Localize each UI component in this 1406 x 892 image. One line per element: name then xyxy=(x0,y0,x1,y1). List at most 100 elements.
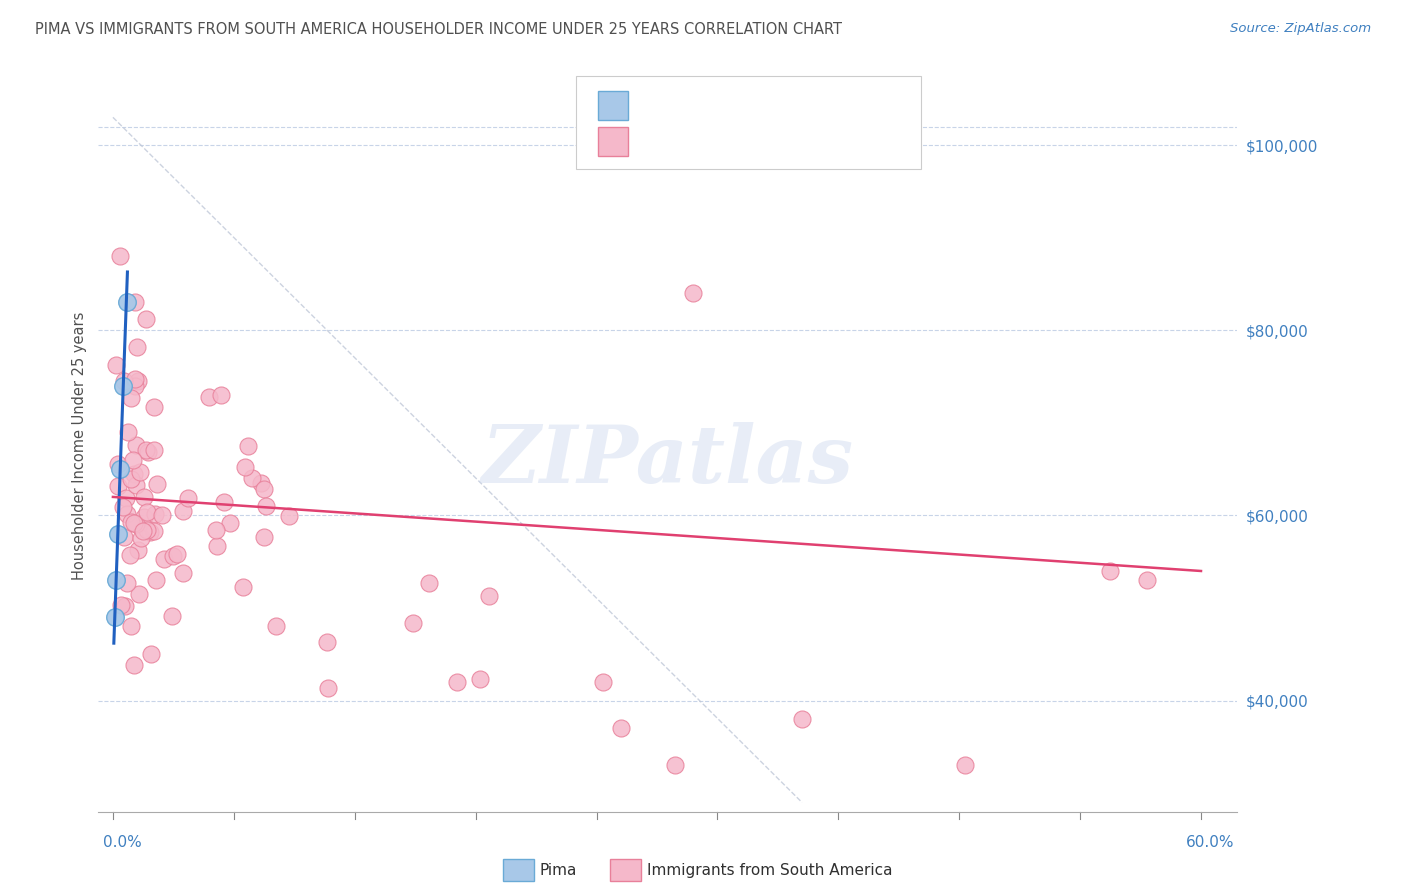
Point xyxy=(107,479,129,493)
Point xyxy=(238,440,260,454)
Point xyxy=(197,391,219,405)
Point xyxy=(120,549,142,563)
Point xyxy=(136,444,159,458)
Point xyxy=(160,609,183,624)
Point xyxy=(143,400,166,414)
Point xyxy=(104,610,127,624)
Point xyxy=(277,508,299,523)
Point xyxy=(143,442,166,457)
Point xyxy=(177,491,200,505)
Point xyxy=(232,580,254,594)
Point xyxy=(316,635,339,649)
Point xyxy=(150,508,173,522)
Text: 60.0%: 60.0% xyxy=(1187,836,1234,850)
Point xyxy=(117,507,139,521)
Point xyxy=(125,340,148,354)
Point xyxy=(104,358,127,372)
Text: PIMA VS IMMIGRANTS FROM SOUTH AMERICA HOUSEHOLDER INCOME UNDER 25 YEARS CORRELAT: PIMA VS IMMIGRANTS FROM SOUTH AMERICA HO… xyxy=(35,22,842,37)
Text: Pima: Pima xyxy=(540,863,578,878)
Point xyxy=(592,675,614,690)
Point xyxy=(219,516,242,530)
Point xyxy=(115,491,138,505)
Point xyxy=(124,372,146,386)
Point xyxy=(111,500,134,515)
Point xyxy=(264,619,287,633)
Point xyxy=(108,462,131,476)
Point xyxy=(143,508,166,522)
Point xyxy=(120,515,142,529)
Text: R =  0.914   N =  6: R = 0.914 N = 6 xyxy=(640,98,785,113)
Point xyxy=(132,524,155,538)
Text: Source: ZipAtlas.com: Source: ZipAtlas.com xyxy=(1230,22,1371,36)
Point xyxy=(127,542,149,557)
Point xyxy=(129,531,152,545)
Point xyxy=(1099,564,1122,578)
Text: Immigrants from South America: Immigrants from South America xyxy=(647,863,893,878)
Point xyxy=(664,758,686,772)
Point xyxy=(111,379,134,393)
Point xyxy=(446,675,468,690)
Point xyxy=(162,549,184,564)
Point xyxy=(955,758,977,772)
Point xyxy=(790,712,813,726)
Point xyxy=(153,551,176,566)
Point xyxy=(114,599,136,613)
Point xyxy=(249,475,271,490)
Point xyxy=(478,589,501,603)
Point xyxy=(135,443,157,458)
Point xyxy=(1136,574,1159,588)
Point xyxy=(115,576,138,591)
Point xyxy=(214,495,236,509)
Point xyxy=(112,530,135,544)
Point xyxy=(107,458,129,472)
Point xyxy=(110,598,132,612)
Point xyxy=(609,722,631,736)
Text: 0.0%: 0.0% xyxy=(103,836,142,850)
Point xyxy=(166,547,188,561)
Point xyxy=(124,658,146,673)
Point xyxy=(122,467,145,482)
Point xyxy=(128,465,150,479)
Point xyxy=(468,672,491,686)
Point xyxy=(682,286,704,301)
Point xyxy=(125,478,148,492)
Point xyxy=(105,574,128,588)
Point xyxy=(115,295,138,310)
Point xyxy=(124,295,146,310)
Point xyxy=(141,648,163,662)
Point xyxy=(121,453,143,467)
Text: R = -0.139   N = 89: R = -0.139 N = 89 xyxy=(640,134,790,149)
Point xyxy=(124,516,146,530)
Point xyxy=(125,516,148,531)
Point xyxy=(120,619,142,633)
Point xyxy=(253,482,276,496)
Point xyxy=(108,249,131,263)
Point xyxy=(138,524,160,539)
Point xyxy=(132,490,155,504)
Point xyxy=(124,438,146,452)
Point xyxy=(418,575,440,590)
Point xyxy=(254,500,277,514)
Point xyxy=(143,524,166,539)
Point xyxy=(120,471,142,485)
Point xyxy=(124,379,146,393)
Point xyxy=(136,523,159,537)
Point xyxy=(253,530,276,544)
Point xyxy=(240,470,263,484)
Point xyxy=(205,524,228,538)
Point xyxy=(134,510,156,524)
Point xyxy=(233,459,256,474)
Point xyxy=(135,312,157,326)
Point xyxy=(146,476,169,491)
Point xyxy=(205,539,228,553)
Point xyxy=(120,391,142,405)
Text: ZIPatlas: ZIPatlas xyxy=(482,422,853,500)
Point xyxy=(107,527,129,541)
Point xyxy=(112,374,135,388)
Point xyxy=(318,681,340,695)
Point xyxy=(209,388,232,402)
Point xyxy=(128,587,150,601)
Point xyxy=(117,425,139,439)
Point xyxy=(172,566,194,580)
Y-axis label: Householder Income Under 25 years: Householder Income Under 25 years xyxy=(72,312,87,580)
